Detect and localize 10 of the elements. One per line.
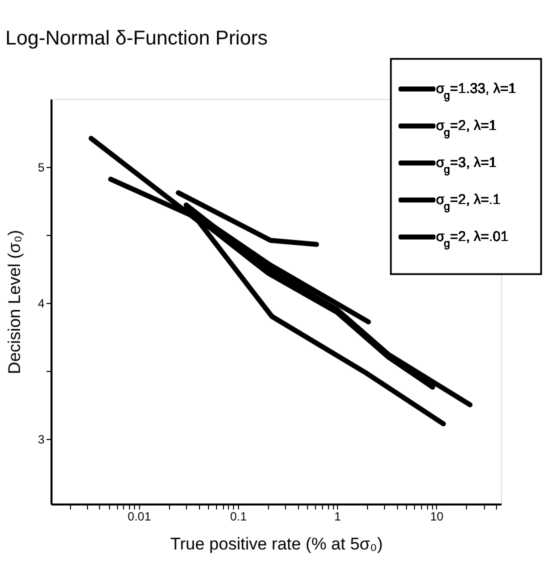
y-tick-label: 5 [38, 160, 45, 174]
x-tick-label: 1 [334, 510, 342, 524]
y-tick-label: 3 [38, 432, 45, 446]
x-tick-label: 10 [430, 510, 444, 524]
x-axis-title: True positive rate (% at 5σ₀) [170, 534, 383, 554]
y-tick-label: 4 [38, 296, 45, 310]
x-tick-label: 0.01 [128, 510, 152, 524]
chart-title: Log-Normal δ-Function Priors [5, 27, 268, 50]
x-tick-label: 0.1 [230, 510, 248, 524]
y-axis-title: Decision Level (σ₀) [4, 230, 24, 374]
